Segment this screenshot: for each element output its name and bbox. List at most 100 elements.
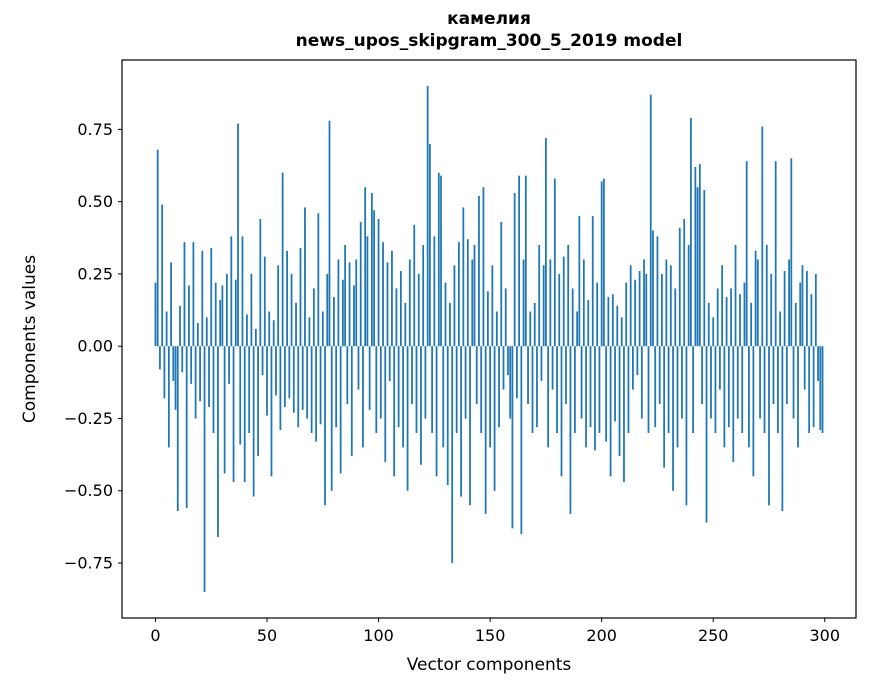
bar: [719, 346, 721, 390]
x-tick-label: 200: [586, 626, 617, 645]
bar: [507, 346, 509, 376]
bar: [614, 346, 616, 422]
bar: [774, 161, 777, 347]
bar: [611, 294, 614, 347]
bar: [428, 143, 431, 347]
bar: [190, 346, 193, 384]
bar: [558, 273, 561, 347]
bar: [377, 219, 380, 347]
bar: [460, 346, 462, 497]
bar: [694, 166, 697, 347]
bar: [785, 346, 788, 405]
y-axis-label: Components values: [20, 254, 40, 424]
bar: [741, 346, 744, 433]
bar: [277, 265, 280, 347]
bar: [449, 302, 451, 347]
bar: [312, 288, 315, 347]
bar: [183, 242, 186, 347]
bar: [533, 302, 536, 347]
bar: [721, 265, 724, 347]
bar: [420, 346, 422, 465]
bar: [373, 210, 375, 347]
x-tick-label: 250: [698, 626, 729, 645]
bar: [230, 236, 233, 347]
bar: [763, 346, 766, 433]
bar: [652, 230, 654, 347]
bar: [446, 346, 449, 486]
bar: [723, 346, 726, 448]
bar: [388, 346, 391, 381]
bar: [295, 302, 297, 347]
bar: [810, 294, 813, 347]
bar: [542, 265, 545, 347]
bar: [259, 219, 262, 347]
bar: [161, 204, 164, 347]
bar: [308, 317, 311, 347]
bar: [549, 259, 552, 347]
bar: [690, 117, 692, 347]
y-tick-label: 0.00: [77, 337, 113, 356]
bar: [687, 245, 690, 347]
bar: [484, 346, 487, 514]
bar: [527, 346, 529, 405]
bar: [471, 259, 474, 347]
x-tick-label: 300: [809, 626, 840, 645]
bar: [370, 192, 373, 347]
bar: [339, 346, 342, 474]
bar: [248, 346, 251, 433]
bar: [632, 346, 634, 390]
bar: [455, 346, 458, 433]
bar: [522, 259, 525, 347]
bar: [174, 346, 177, 410]
bar: [672, 346, 674, 491]
bar: [743, 282, 746, 347]
bar: [301, 346, 304, 410]
bar: [451, 346, 454, 564]
bar: [435, 346, 438, 477]
bar: [368, 346, 371, 410]
bar: [518, 175, 521, 347]
bar: [669, 265, 672, 347]
bar: [237, 123, 239, 347]
bar: [792, 346, 795, 419]
bar: [462, 207, 465, 347]
bar: [185, 346, 188, 509]
bar: [600, 181, 603, 347]
bar: [172, 346, 175, 381]
bar: [433, 236, 436, 347]
bar: [290, 273, 293, 347]
bar: [319, 346, 322, 425]
bar: [576, 311, 579, 347]
bar: [714, 346, 717, 433]
bar: [272, 320, 275, 347]
bar: [359, 221, 362, 347]
bar: [676, 346, 679, 448]
bar: [623, 346, 625, 483]
bar: [192, 242, 195, 347]
bar: [712, 317, 715, 347]
bar: [252, 346, 255, 497]
bar: [761, 126, 764, 347]
bar: [482, 187, 485, 347]
bar: [565, 346, 567, 405]
bar: [337, 259, 340, 347]
y-tick-label: −0.75: [64, 554, 113, 573]
bar: [770, 273, 773, 347]
bar: [283, 346, 286, 407]
bar: [582, 259, 585, 347]
bar: [355, 259, 358, 347]
bar: [814, 273, 817, 347]
bar: [395, 288, 398, 347]
bar: [571, 288, 574, 347]
y-tick-label: −0.25: [64, 409, 113, 428]
bar: [705, 346, 708, 523]
bar: [159, 346, 161, 370]
bar: [634, 279, 637, 347]
bar: [250, 273, 253, 347]
bar: [754, 250, 757, 347]
bar: [330, 346, 333, 491]
bar: [219, 299, 222, 347]
bar: [165, 311, 168, 347]
bar: [228, 346, 230, 384]
